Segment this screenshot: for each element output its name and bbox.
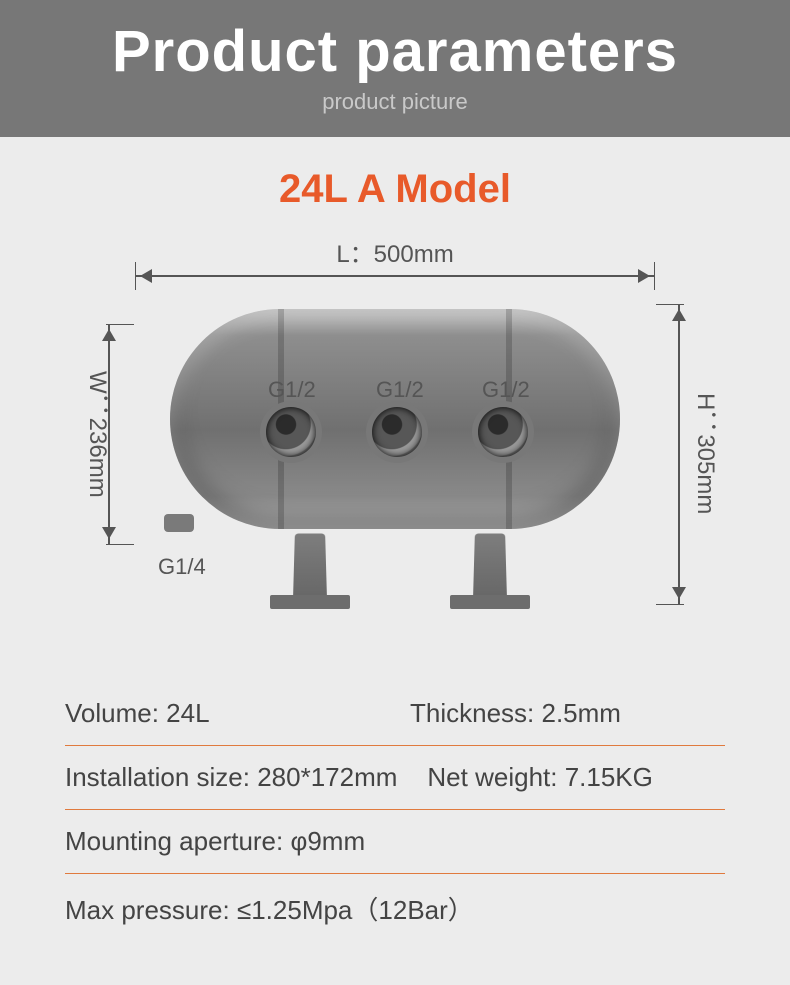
tick-line [654, 262, 655, 290]
arrow-horizontal-icon [135, 275, 655, 277]
tick-line [656, 604, 684, 605]
port-icon [266, 407, 316, 457]
port-icon [478, 407, 528, 457]
tick-line [106, 544, 134, 545]
model-name: 24L A Model [0, 167, 790, 212]
page-title: Product parameters [0, 18, 790, 85]
spec-install-size: Installation size: 280*172mm [65, 762, 397, 793]
port-icon [372, 407, 422, 457]
tank-illustration: G1/2 G1/2 G1/2 G1/4 [150, 309, 640, 609]
arrow-vertical-icon [678, 304, 680, 604]
tick-line [106, 324, 134, 325]
dimension-length: L：500mm [135, 234, 655, 277]
tick-line [135, 262, 136, 290]
drain-port-label: G1/4 [158, 554, 206, 580]
port-label: G1/2 [482, 377, 530, 403]
tick-line [656, 304, 684, 305]
drain-port-icon [164, 514, 194, 532]
spec-volume: Volume: 24L [65, 698, 380, 729]
mounting-foot [270, 529, 350, 609]
page-subtitle: product picture [0, 89, 790, 115]
spec-mounting-aperture: Mounting aperture: φ9mm [65, 826, 725, 857]
spec-row: Max pressure: ≤1.25Mpa（12Bar） [65, 874, 725, 943]
arrow-vertical-icon [108, 324, 110, 544]
product-diagram: L：500mm W：236mm H：305mm G1/2 G1/2 G1/2 G… [90, 234, 700, 664]
dimension-height: H：305mm [670, 304, 710, 604]
port-label: G1/2 [376, 377, 424, 403]
port-label: G1/2 [268, 377, 316, 403]
dimension-width: W：236mm [80, 324, 120, 544]
spec-row: Volume: 24L Thickness: 2.5mm [65, 682, 725, 746]
spec-row: Mounting aperture: φ9mm [65, 810, 725, 874]
dimension-height-label: H：305mm [688, 304, 723, 604]
header-banner: Product parameters product picture [0, 0, 790, 137]
spec-table: Volume: 24L Thickness: 2.5mm Installatio… [65, 682, 725, 943]
spec-max-pressure: Max pressure: ≤1.25Mpa（12Bar） [65, 890, 725, 927]
spec-net-weight: Net weight: 7.15KG [427, 762, 725, 793]
spec-row: Installation size: 280*172mm Net weight:… [65, 746, 725, 810]
mounting-foot [450, 529, 530, 609]
spec-thickness: Thickness: 2.5mm [410, 698, 725, 729]
dimension-length-label: L：500mm [135, 234, 655, 269]
